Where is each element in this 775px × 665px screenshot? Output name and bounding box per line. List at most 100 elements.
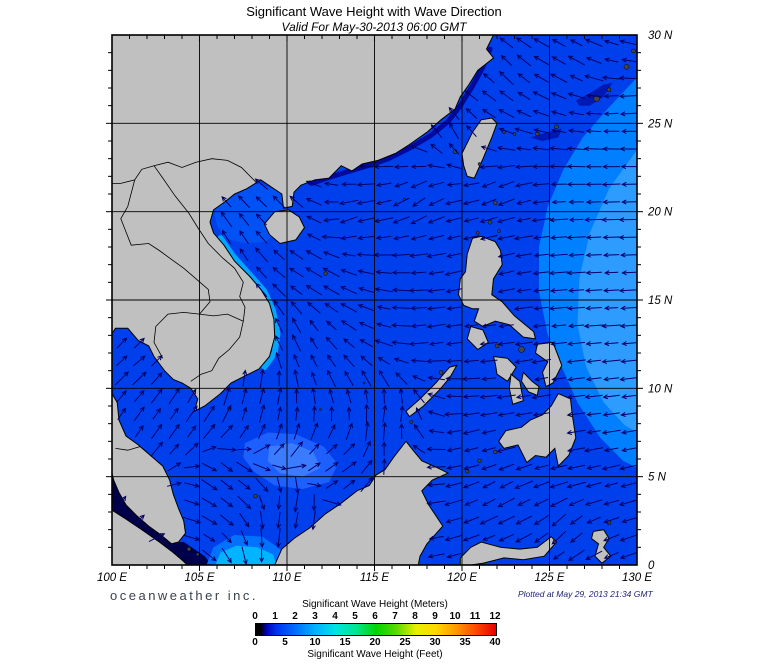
wave-arrow [358, 164, 374, 169]
x-tick-label: 125 E [534, 572, 564, 584]
wave-arrow [310, 510, 316, 531]
wave-arrow [427, 288, 445, 294]
wave-arrow [514, 164, 533, 170]
island-dot [518, 346, 525, 353]
wave-arrow [551, 38, 566, 47]
wave-arrow [603, 270, 619, 276]
wave-arrow [255, 477, 269, 493]
wave-arrow [293, 511, 299, 530]
wave-arrow [585, 199, 602, 205]
wave-arrow [621, 199, 637, 205]
wave-arrow [462, 412, 480, 418]
wave-arrow [426, 358, 447, 364]
wave-arrow [377, 356, 391, 365]
wave-arrow [221, 547, 232, 564]
wave-arrow [340, 303, 358, 313]
wave-arrow [391, 270, 411, 276]
y-tick-label: 30 N [648, 30, 673, 42]
wave-arrow [358, 321, 374, 330]
island-dot [323, 271, 328, 276]
wave-arrow [514, 480, 533, 489]
wave-arrow [550, 235, 568, 241]
wave-arrow [533, 235, 550, 241]
wave-arrow [311, 387, 316, 405]
wave-arrow [496, 394, 516, 400]
wave-arrow [584, 288, 603, 293]
wave-arrow [415, 406, 423, 421]
wave-arrow [586, 411, 602, 417]
wave-arrow [183, 534, 201, 542]
wave-arrow [567, 305, 586, 311]
wave-arrow [357, 217, 376, 224]
wave-arrow [345, 422, 353, 440]
wave-arrow [237, 446, 253, 452]
wave-arrow [497, 341, 515, 347]
wave-arrow [531, 358, 551, 365]
wave-arrow [308, 462, 321, 472]
wave-arrow [533, 305, 549, 311]
wave-arrow [360, 355, 373, 367]
wave-arrow [446, 305, 462, 311]
wave-arrow [428, 428, 444, 434]
wave-arrow [620, 305, 637, 311]
wave-arrow [516, 288, 532, 294]
wave-arrow [532, 91, 551, 101]
wave-arrow [426, 252, 446, 259]
wave-arrow [185, 552, 200, 559]
wave-arrow [325, 461, 339, 472]
wave-arrow [117, 495, 127, 509]
wave-arrow [410, 358, 427, 364]
wave-arrow [427, 181, 445, 188]
wave-arrow [356, 182, 376, 188]
wave-arrow [601, 75, 621, 81]
wave-arrow [427, 392, 446, 400]
wave-arrow [410, 305, 427, 311]
wave-arrow [305, 284, 322, 296]
wave-arrow [533, 38, 550, 48]
wave-arrow [549, 163, 569, 169]
ocean-region-okinawa-dark [575, 82, 613, 106]
meters-tick-label: 7 [392, 611, 398, 622]
wave-arrow [259, 387, 266, 405]
wave-arrow [445, 163, 462, 170]
land-palawan [405, 364, 458, 418]
wave-arrow [391, 287, 411, 293]
wave-arrow [534, 376, 549, 382]
land-hainan [263, 209, 306, 245]
wave-arrow [357, 235, 375, 241]
wave-arrow [395, 371, 408, 385]
wave-arrow [516, 217, 531, 223]
wave-arrow [550, 73, 568, 83]
wave-arrow [340, 235, 357, 241]
wave-arrow [391, 305, 411, 311]
wave-arrow [444, 199, 463, 206]
wave-arrow [340, 268, 357, 276]
wave-arrow [426, 464, 446, 470]
island-dot [409, 420, 413, 424]
wave-arrow [310, 354, 318, 368]
wave-arrow [566, 394, 586, 400]
wave-arrow [271, 283, 286, 297]
wave-arrow [463, 217, 479, 223]
wave-arrow [619, 376, 637, 382]
wave-arrow [464, 90, 479, 102]
wave-arrow [426, 323, 446, 329]
wave-arrow [552, 551, 565, 560]
wave-arrow [585, 305, 602, 311]
wave-arrow [481, 90, 497, 102]
wave-arrow [343, 354, 355, 368]
meters-tick-label: 0 [252, 611, 258, 622]
wave-arrow [183, 464, 201, 469]
wave-arrow [583, 146, 604, 152]
wave-arrow [532, 182, 551, 188]
wave-arrow [152, 407, 162, 420]
wave-arrow [253, 463, 272, 472]
wave-arrow [533, 73, 549, 83]
wave-arrow [356, 199, 376, 206]
wave-arrow [272, 195, 286, 209]
wave-arrow [497, 252, 515, 259]
wave-arrow [357, 269, 376, 275]
wave-arrow [254, 247, 269, 263]
border-laos-thailand [120, 179, 211, 315]
